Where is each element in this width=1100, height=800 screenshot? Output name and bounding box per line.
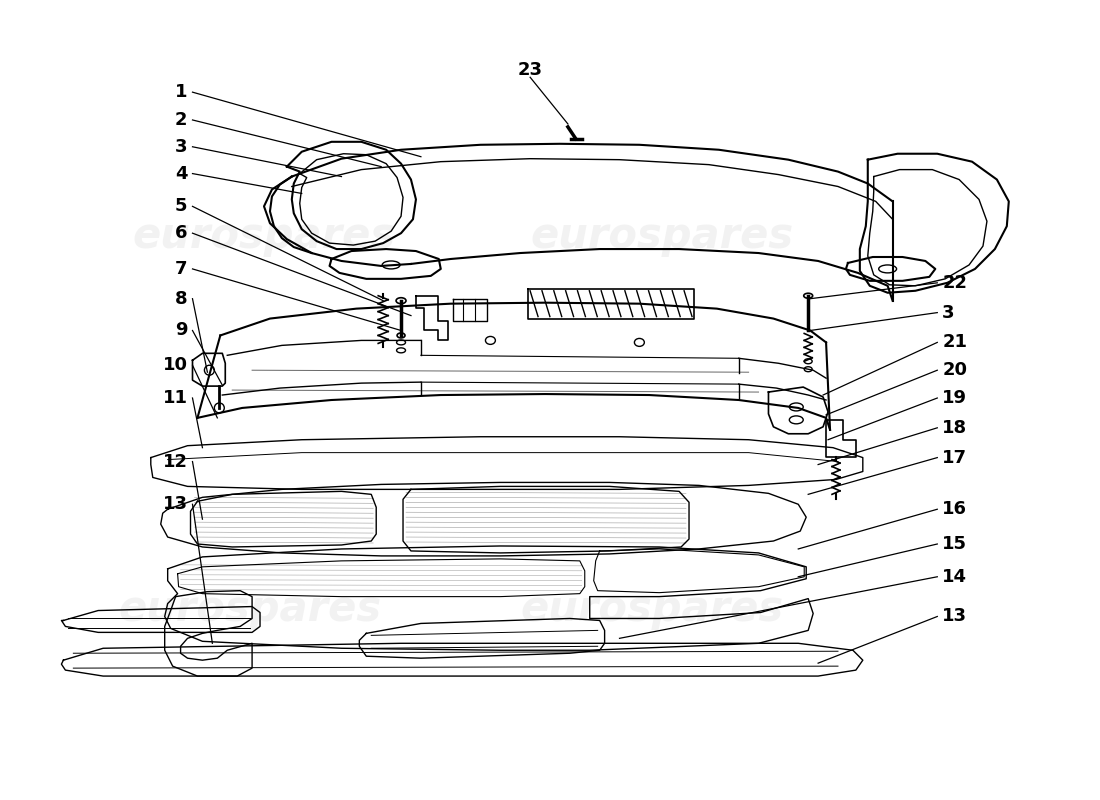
Text: 23: 23 xyxy=(518,62,542,79)
Text: 22: 22 xyxy=(943,274,967,292)
Text: 9: 9 xyxy=(175,322,187,339)
Text: 7: 7 xyxy=(175,260,187,278)
Text: 15: 15 xyxy=(943,535,967,553)
Text: 8: 8 xyxy=(175,290,187,308)
Text: 2: 2 xyxy=(175,111,187,129)
Text: 13: 13 xyxy=(943,607,967,626)
Text: 13: 13 xyxy=(163,495,187,514)
Text: 16: 16 xyxy=(943,500,967,518)
Text: eurospares: eurospares xyxy=(530,215,793,257)
Text: 21: 21 xyxy=(943,334,967,351)
Text: 3: 3 xyxy=(175,138,187,156)
Text: 17: 17 xyxy=(943,449,967,466)
Text: 20: 20 xyxy=(943,362,967,379)
Text: 5: 5 xyxy=(175,198,187,215)
Text: 14: 14 xyxy=(943,568,967,586)
Text: 12: 12 xyxy=(163,453,187,470)
Text: eurospares: eurospares xyxy=(118,587,381,630)
Text: 1: 1 xyxy=(175,83,187,101)
Text: 19: 19 xyxy=(943,389,967,407)
Text: 4: 4 xyxy=(175,165,187,182)
Text: 10: 10 xyxy=(163,356,187,374)
Text: eurospares: eurospares xyxy=(133,215,396,257)
Text: 6: 6 xyxy=(175,224,187,242)
Text: 11: 11 xyxy=(163,389,187,407)
Text: eurospares: eurospares xyxy=(520,587,783,630)
Text: 3: 3 xyxy=(943,304,955,322)
Text: 18: 18 xyxy=(943,419,967,437)
